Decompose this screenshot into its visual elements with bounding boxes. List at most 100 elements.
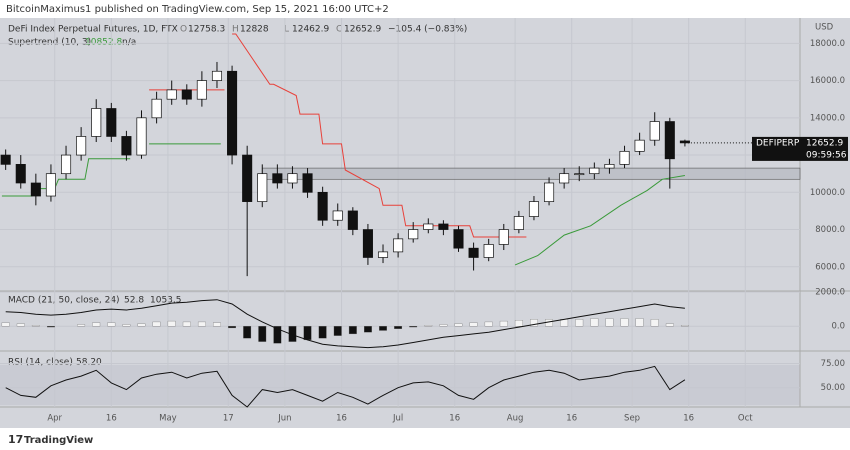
- x-tick-label: 16: [449, 414, 460, 424]
- macd-histogram-bar: [273, 326, 282, 344]
- candle-body: [136, 117, 147, 156]
- candle-body: [287, 173, 298, 184]
- candle-body: [619, 150, 630, 165]
- y-tick-label: 8000.0: [815, 225, 845, 235]
- macd-histogram-bar: [303, 326, 312, 341]
- macd-histogram-bar: [213, 322, 221, 327]
- candle-body: [649, 121, 660, 141]
- publisher-header: BitcoinMaximus1 published on TradingView…: [6, 4, 389, 15]
- candle-body: [257, 173, 268, 202]
- macd-histogram-bar: [499, 320, 508, 327]
- x-tick-label: Apr: [47, 414, 62, 424]
- x-tick-label: Jun: [277, 414, 291, 424]
- candle-body: [30, 182, 41, 197]
- macd-line: [5, 299, 685, 349]
- x-tick-label: 16: [336, 414, 347, 424]
- x-tick-label: 16: [106, 414, 117, 424]
- candle-body: [121, 136, 132, 156]
- y-tick-label: 75.00: [821, 359, 845, 369]
- symbol-title: DeFi Index Perpetual Futures, 1D, FTX: [8, 25, 178, 35]
- macd-histogram-bar: [167, 320, 176, 327]
- macd-histogram-bar: [1, 322, 10, 327]
- macd-title: MACD (21, 50, close, 24): [8, 296, 120, 306]
- x-tick-label: 17: [223, 414, 234, 424]
- candle-body: [393, 238, 404, 253]
- candle-body: [513, 216, 524, 230]
- macd-histogram-bar: [258, 326, 267, 342]
- brand-logo: 17: [8, 433, 23, 446]
- candle-body: [438, 223, 449, 230]
- macd-histogram-bar: [31, 325, 40, 327]
- ohlc-letter: L: [284, 25, 289, 35]
- macd-histogram-bar: [469, 322, 478, 327]
- candle-body: [45, 173, 56, 197]
- x-tick-label: Oct: [738, 414, 753, 424]
- candle-body: [377, 251, 389, 258]
- macd-histogram-bar: [635, 318, 644, 327]
- y-tick-label: 10000.0: [810, 188, 845, 198]
- legend: DeFi Index Perpetual Futures, 1D, FTX Su…: [8, 25, 182, 368]
- brand-footer: TradingView: [24, 435, 93, 446]
- candle-body: [242, 154, 253, 202]
- candle-body: [76, 136, 87, 156]
- candle-body: [664, 121, 675, 160]
- candle-body: [453, 229, 464, 249]
- supertrend-title: Supertrend (10, 3): [8, 38, 91, 48]
- macd-histogram-bar: [394, 326, 403, 329]
- macd-histogram-bar: [122, 324, 131, 327]
- macd-histogram-bar: [424, 325, 433, 327]
- candle-body: [166, 89, 177, 100]
- macd-histogram-bar: [514, 320, 523, 327]
- candle-body: [528, 201, 539, 217]
- macd-histogram-bar: [379, 326, 387, 331]
- ohlc-value: 12652.9: [344, 25, 381, 35]
- candle-body: [332, 210, 343, 221]
- x-tick-label: Jul: [392, 414, 403, 424]
- x-tick-label: May: [159, 414, 177, 424]
- macd-histogram-bar: [454, 323, 463, 327]
- currency-label: USD: [815, 23, 834, 33]
- macd-histogram-bar: [620, 318, 629, 327]
- y-tick-label: 16000.0: [810, 76, 845, 86]
- macd-histogram-bar: [575, 319, 584, 327]
- macd-histogram-bar: [77, 324, 86, 327]
- candle-body: [106, 108, 117, 137]
- macd-histogram-bar: [680, 325, 689, 327]
- candle-body: [589, 167, 600, 175]
- macd-histogram-bar: [16, 323, 25, 327]
- support-zone: [261, 167, 801, 180]
- candle-body: [227, 70, 238, 156]
- candle-body: [483, 244, 494, 258]
- ohlc-letter: C: [336, 25, 342, 35]
- macd-histogram-bar: [288, 326, 297, 342]
- candle-body: [196, 80, 207, 100]
- price-tag-countdown: 09:59:56: [806, 150, 847, 160]
- macd-histogram-bar: [530, 319, 538, 327]
- macd-histogram-bar: [228, 326, 236, 329]
- price-tag-price: 12652.9: [806, 138, 843, 148]
- candle-body: [211, 70, 223, 81]
- candle-body: [544, 182, 555, 202]
- candle-body: [634, 139, 645, 152]
- candle-body: [498, 229, 509, 245]
- candle-body: [151, 98, 162, 119]
- candle-body: [423, 223, 434, 230]
- macd-histogram-bar: [243, 326, 252, 339]
- macd-histogram-bar: [665, 323, 674, 327]
- candle-body: [574, 173, 585, 176]
- price-tag-symbol: DEFIPERP: [756, 138, 800, 148]
- macd-histogram-bar: [333, 326, 342, 336]
- candle-body: [181, 89, 192, 100]
- chart-background: [0, 18, 850, 428]
- macd-histogram-bar: [47, 326, 55, 328]
- candle-body: [408, 229, 419, 240]
- ohlc-value: 12828: [240, 25, 269, 35]
- x-tick-label: Sep: [624, 414, 640, 424]
- macd-histogram-bar: [137, 323, 146, 327]
- ohlc-letter: O: [180, 25, 187, 35]
- x-tick-label: 16: [566, 414, 577, 424]
- candle-body: [302, 173, 313, 193]
- y-tick-label: 0.0: [831, 322, 845, 332]
- candle-body: [0, 154, 11, 165]
- ohlc-value: 12758.3: [188, 25, 225, 35]
